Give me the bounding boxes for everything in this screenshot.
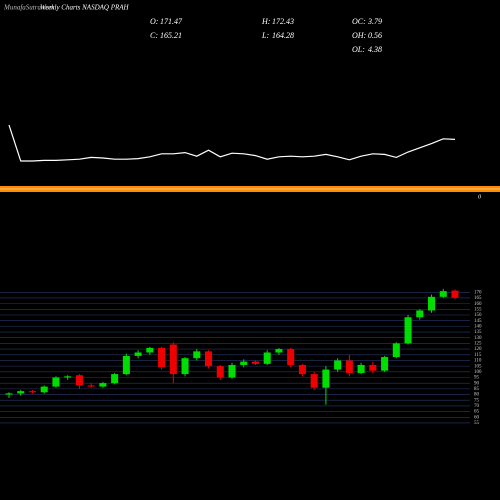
y-tick-label: 160 — [474, 302, 482, 307]
y-tick-label: 170 — [474, 290, 482, 295]
candle-body — [439, 291, 447, 297]
candle-body — [334, 360, 342, 370]
y-tick-label: 155 — [474, 307, 482, 312]
chart-title: Weekly Charts NASDAQ PRAH — [40, 4, 130, 12]
y-tick-label: 125 — [474, 342, 482, 347]
y-tick-label: 135 — [474, 330, 482, 335]
candle-body — [122, 355, 130, 375]
y-tick-label: 145 — [474, 319, 482, 324]
y-tick-label: 90 — [474, 381, 480, 386]
y-tick-label: 110 — [474, 359, 482, 364]
candle-body — [275, 349, 283, 353]
stat-value: 165.21 — [160, 31, 182, 40]
candle-body — [193, 351, 201, 359]
candle-body — [251, 361, 259, 364]
candle-body — [134, 352, 142, 356]
candle-body — [99, 383, 107, 387]
candle-body — [75, 375, 83, 386]
watermark: MunafaSutra.com — [3, 4, 54, 12]
candle-body — [451, 290, 459, 298]
stat-label: OL: — [352, 45, 365, 54]
candle-body — [64, 376, 72, 378]
candle-body — [5, 393, 13, 395]
candle-body — [181, 358, 189, 375]
candle-body — [287, 349, 295, 365]
y-tick-label: 105 — [474, 364, 482, 369]
candle-body — [428, 296, 436, 311]
candle-body — [240, 361, 248, 365]
y-tick-label: 70 — [474, 404, 480, 409]
candle-body — [298, 365, 306, 375]
y-tick-label: 95 — [474, 376, 480, 381]
stat-value: 4.38 — [368, 45, 382, 54]
candle-body — [381, 357, 389, 371]
candle-body — [52, 377, 60, 387]
candle-body — [369, 365, 377, 371]
candle-body — [205, 351, 213, 367]
stat-value: 164.28 — [272, 31, 294, 40]
candle-body — [17, 391, 25, 394]
stat-value: 0.56 — [368, 31, 382, 40]
y-tick-label: 115 — [474, 353, 482, 358]
candle-body — [263, 352, 271, 364]
indicator-line — [8, 124, 456, 162]
candle-body — [169, 344, 177, 375]
y-tick-label: 140 — [474, 325, 482, 330]
y-tick-label: 100 — [474, 370, 482, 375]
candle-body — [158, 347, 166, 368]
y-tick-label: 130 — [474, 336, 482, 341]
y-tick-label: 85 — [474, 387, 480, 392]
y-tick-label: 150 — [474, 313, 482, 318]
stat-value: 171.47 — [160, 17, 183, 26]
stat-label: C: — [150, 31, 158, 40]
indicator-label: 0 — [478, 194, 481, 200]
candle-body — [216, 366, 224, 378]
candle-body — [416, 310, 424, 318]
stat-label: L: — [261, 31, 269, 40]
stat-value: 3.79 — [367, 17, 382, 26]
candle-body — [345, 360, 353, 373]
y-tick-label: 120 — [474, 347, 482, 352]
y-tick-label: 65 — [474, 410, 480, 415]
stat-label: OH: — [352, 31, 367, 40]
stat-value: 172.43 — [272, 17, 294, 26]
candle-body — [111, 374, 119, 384]
stat-label: H: — [261, 17, 271, 26]
candle-body — [40, 386, 48, 393]
candle-body — [28, 391, 36, 393]
y-tick-label: 165 — [474, 296, 482, 301]
candle-body — [87, 385, 95, 387]
candle-body — [322, 369, 330, 388]
y-tick-label: 55 — [474, 421, 480, 426]
candle-body — [357, 365, 365, 373]
candle-body — [146, 347, 154, 353]
candle-body — [392, 343, 400, 358]
candle-body — [404, 317, 412, 344]
y-tick-label: 60 — [474, 415, 480, 420]
stat-label: O: — [150, 17, 159, 26]
candle-body — [310, 374, 318, 388]
candle-body — [228, 365, 236, 378]
y-tick-label: 75 — [474, 398, 480, 403]
stat-label: OC: — [352, 17, 366, 26]
y-tick-label: 80 — [474, 393, 480, 398]
